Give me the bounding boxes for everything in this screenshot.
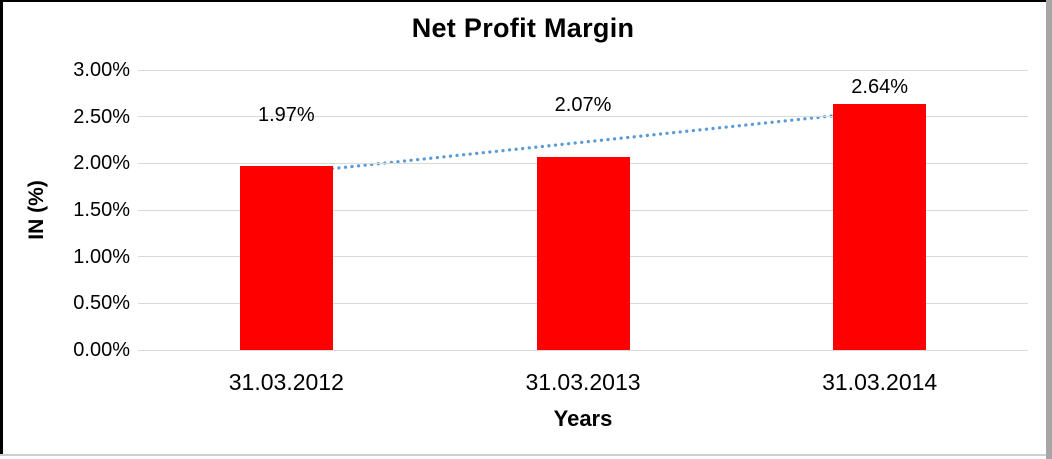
x-axis-title: Years xyxy=(553,406,613,431)
frame-border-right xyxy=(1046,0,1052,459)
y-axis-tick-label: 0.50% xyxy=(73,292,130,315)
frame-border-top xyxy=(0,0,1046,2)
gridline xyxy=(138,349,1028,351)
x-axis-tick-label: 31.03.2014 xyxy=(822,369,938,395)
y-axis-tick-label: 2.50% xyxy=(73,105,130,128)
y-axis-tick-label: 0.00% xyxy=(73,339,130,361)
y-axis-tick-label: 1.00% xyxy=(73,245,130,268)
bar xyxy=(536,156,630,350)
frame-border-left xyxy=(0,0,3,455)
x-axis-tick-label: 31.03.2013 xyxy=(525,369,641,395)
data-label: 1.97% xyxy=(257,104,315,127)
y-axis-tick-label: 2.00% xyxy=(73,152,130,175)
data-label: 2.64% xyxy=(851,75,909,98)
gridline xyxy=(138,116,1028,118)
gridline xyxy=(138,69,1028,71)
x-axis-tick-label: 31.03.2012 xyxy=(228,369,344,395)
frame-border-bottom xyxy=(0,454,1046,456)
y-axis-tick-label: 1.50% xyxy=(73,199,130,221)
bar xyxy=(833,103,927,350)
plot-area: 1.97% 2.07% 2.64% xyxy=(138,69,1028,351)
y-axis-tick-label: 3.00% xyxy=(73,59,130,81)
data-label: 2.07% xyxy=(554,93,612,116)
chart-title: Net Profit Margin xyxy=(411,13,635,43)
bar xyxy=(239,166,333,350)
